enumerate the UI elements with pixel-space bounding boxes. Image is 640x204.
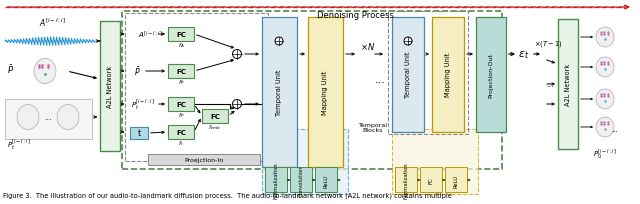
Text: $f_t$: $f_t$ [178,139,184,148]
Text: FC: FC [210,113,220,119]
Text: FC: FC [176,69,186,75]
Text: A2L Network: A2L Network [107,65,113,108]
Text: $\epsilon_t$: $\epsilon_t$ [518,49,530,61]
Text: Normalization: Normalization [403,162,408,198]
Text: FC: FC [176,129,186,135]
Bar [100,22,120,151]
Bar [122,12,502,169]
Bar [168,65,194,79]
Circle shape [232,100,241,109]
Text: FC: FC [429,177,433,183]
Text: t: t [138,129,141,138]
Text: $f_P$: $f_P$ [178,111,184,120]
Ellipse shape [34,59,56,84]
Text: $\times(T-1)$: $\times(T-1)$ [534,39,563,49]
Bar [432,18,464,132]
Bar [395,167,417,192]
Text: ...: ... [374,75,385,85]
Text: $P_0^{[i-l:i]}$: $P_0^{[i-l:i]}$ [593,147,617,161]
Bar [168,98,194,111]
Bar [420,167,442,192]
Text: $f_{emb}$: $f_{emb}$ [209,123,221,132]
Text: Temporal Unit: Temporal Unit [405,51,411,98]
Text: Mapping Unit: Mapping Unit [445,53,451,97]
Text: ...: ... [546,80,554,89]
Text: Convolution: Convolution [298,164,303,196]
Bar [5,100,92,139]
Circle shape [275,38,283,46]
Bar [315,167,337,192]
Bar [476,18,506,132]
Bar [130,127,148,139]
Circle shape [232,50,241,59]
Ellipse shape [596,28,614,48]
Bar [262,18,297,167]
Bar [388,12,468,134]
Text: $P_t^{[i-l:i]}$: $P_t^{[i-l:i]}$ [7,137,31,152]
Bar [558,20,578,149]
Bar [290,167,312,192]
Ellipse shape [17,105,39,130]
Text: Denoising Process: Denoising Process [317,10,394,19]
Text: Projection-Out: Projection-Out [488,52,493,97]
Text: $\bar{P}$: $\bar{P}$ [7,63,14,76]
Text: ReLU: ReLU [454,174,458,187]
Ellipse shape [596,58,614,78]
Text: FC: FC [176,102,186,108]
Ellipse shape [596,90,614,110]
Text: Figure 3.  The illustration of our audio-to-landmark diffusion process.  The aud: Figure 3. The illustration of our audio-… [3,192,452,198]
Text: $P_t^{[i-l:i]}$: $P_t^{[i-l:i]}$ [131,97,155,112]
Circle shape [404,38,412,46]
Text: Mapping Unit: Mapping Unit [322,70,328,115]
Text: $f_{\bar{P}}$: $f_{\bar{P}}$ [178,78,184,87]
Bar [202,110,228,123]
Text: ...: ... [44,113,52,122]
Bar [168,125,194,139]
Ellipse shape [596,118,614,137]
Text: Temporal Unit: Temporal Unit [276,69,282,116]
Bar [445,167,467,192]
Bar [148,154,260,165]
Text: A2L Network: A2L Network [565,64,571,106]
Text: ...: ... [612,126,618,132]
Bar [125,14,268,161]
Text: Normalization: Normalization [273,162,278,198]
Bar [265,167,287,192]
Bar [262,129,348,194]
Text: $\bar{P}$: $\bar{P}$ [134,65,141,78]
Ellipse shape [57,105,79,130]
Text: $\times N$: $\times N$ [360,41,376,52]
Text: ReLU: ReLU [323,174,328,187]
Text: Temporal
Blocks: Temporal Blocks [358,122,387,133]
Text: $f_A$: $f_A$ [178,41,184,50]
Bar [392,129,478,194]
Text: $A^{[i-l:i]}$: $A^{[i-l:i]}$ [138,29,163,40]
Text: $A^{[i-l:i]}$: $A^{[i-l:i]}$ [38,17,65,29]
Bar [308,18,343,167]
Bar [392,18,424,132]
Text: FC: FC [176,32,186,38]
Bar [168,28,194,42]
Text: Proejction-In: Proejction-In [184,158,223,163]
